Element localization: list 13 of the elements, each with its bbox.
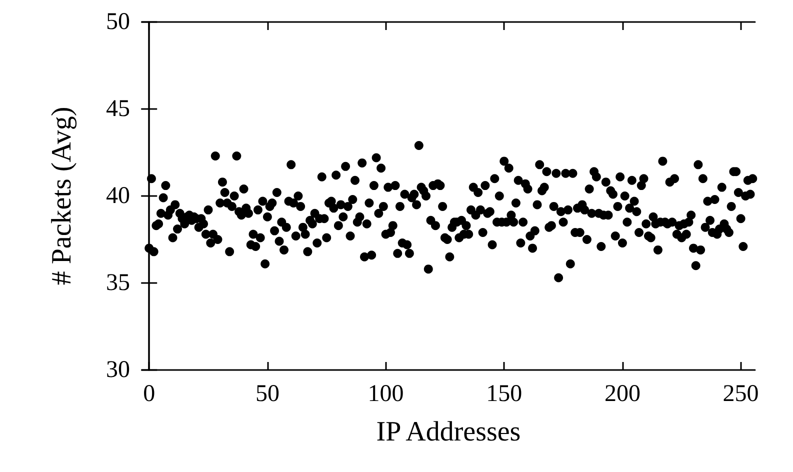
x-tick-label: 250 bbox=[722, 381, 759, 407]
y-tick-label: 35 bbox=[106, 270, 130, 296]
x-tick-label: 200 bbox=[604, 381, 640, 407]
x-tick-label: 0 bbox=[143, 381, 156, 407]
x-tick-label: 150 bbox=[486, 381, 522, 407]
y-tick-label: 45 bbox=[106, 96, 130, 122]
x-tick-label: 50 bbox=[255, 381, 280, 407]
y-tick-label: 40 bbox=[106, 183, 130, 209]
y-axis-title: # Packets (Avg) bbox=[46, 106, 78, 286]
y-tick-label: 30 bbox=[106, 357, 130, 383]
y-tick-label: 50 bbox=[106, 9, 130, 35]
x-axis-title: IP Addresses bbox=[376, 416, 521, 448]
x-tick-label: 100 bbox=[368, 381, 404, 407]
